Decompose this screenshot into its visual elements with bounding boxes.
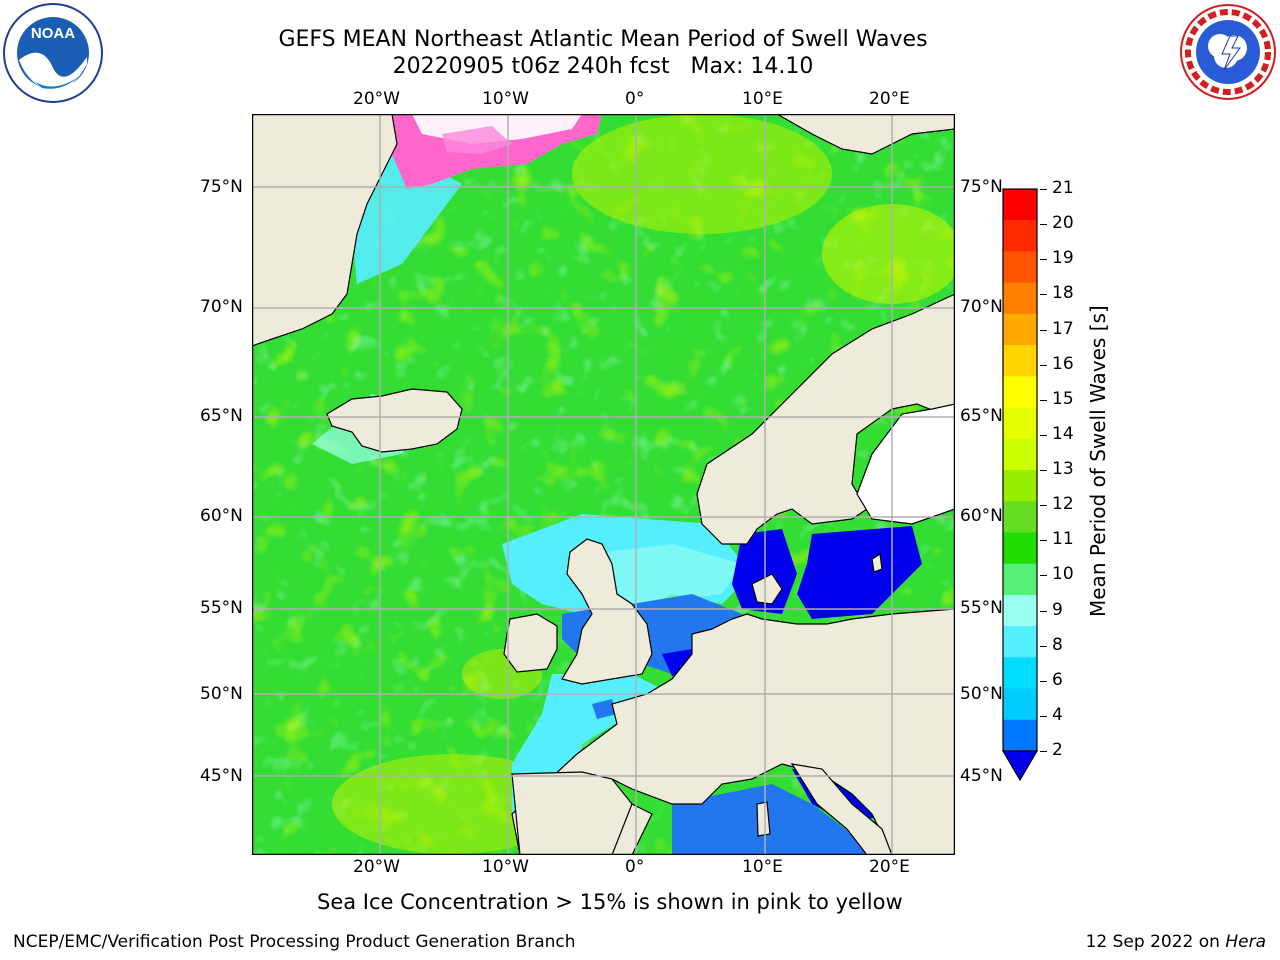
colorbar-tick-label: 14 — [1052, 423, 1074, 444]
lat-tick-right: 55°N — [960, 598, 1003, 618]
colorbar-swatch — [1003, 594, 1037, 627]
lon-tick-bottom: 10°E — [742, 857, 783, 877]
lat-tick-left: 45°N — [200, 766, 243, 786]
colorbar-tick-mark — [1040, 189, 1047, 190]
lon-tick-top: 0° — [625, 89, 645, 109]
colorbar-swatch — [1003, 532, 1037, 565]
lat-tick-right: 65°N — [960, 406, 1003, 426]
lat-tick-right: 75°N — [960, 177, 1003, 197]
colorbar-swatch — [1003, 470, 1037, 502]
colorbar-swatch — [1003, 407, 1037, 440]
colorbar — [1001, 188, 1039, 782]
colorbar-tick-label: 4 — [1052, 704, 1063, 725]
colorbar-tick-mark — [1040, 364, 1047, 366]
colorbar-tick-mark — [1040, 329, 1047, 331]
colorbar-tick-label: 19 — [1052, 248, 1074, 269]
lon-tick-top: 20°E — [869, 89, 910, 109]
colorbar-tick-label: 8 — [1052, 634, 1063, 655]
lat-tick-left: 75°N — [200, 177, 243, 197]
colorbar-swatch — [1003, 438, 1037, 471]
footer-date-text: 12 Sep 2022 on — [1085, 932, 1226, 952]
colorbar-swatch — [1003, 189, 1037, 221]
colorbar-swatch — [1003, 688, 1037, 721]
colorbar-tick-mark — [1040, 575, 1047, 577]
colorbar-tick-mark — [1040, 470, 1047, 471]
colorbar-tick-mark — [1040, 680, 1047, 682]
lat-tick-left: 50°N — [200, 684, 243, 704]
colorbar-tick-mark — [1040, 505, 1047, 507]
colorbar-tick-label: 11 — [1052, 529, 1074, 550]
lon-tick-top: 20°W — [353, 89, 400, 109]
colorbar-swatch — [1003, 657, 1037, 690]
colorbar-tick-label: 13 — [1052, 459, 1074, 479]
colorbar-tick-label: 21 — [1052, 178, 1074, 198]
colorbar-tick-label: 12 — [1052, 494, 1074, 515]
lat-tick-left: 55°N — [200, 598, 243, 618]
colorbar-swatch — [1003, 376, 1037, 409]
map-title: GEFS MEAN Northeast Atlantic Mean Period… — [278, 27, 928, 52]
colorbar-swatch — [1003, 626, 1037, 658]
lon-tick-bottom: 10°W — [482, 857, 529, 877]
lon-tick-bottom: 20°W — [353, 857, 400, 877]
colorbar-tick-label: 17 — [1052, 318, 1074, 339]
colorbar-tick-label: 15 — [1052, 388, 1074, 409]
colorbar-tick-label: 10 — [1052, 564, 1074, 585]
colorbar-tick-label: 20 — [1052, 213, 1074, 234]
colorbar-tick-mark — [1040, 434, 1047, 436]
colorbar-tick-label: 6 — [1052, 669, 1063, 690]
colorbar-tick-mark — [1040, 751, 1047, 752]
map-plot-area — [252, 114, 955, 855]
colorbar-tick-mark — [1040, 294, 1047, 296]
lat-tick-right: 60°N — [960, 506, 1003, 526]
colorbar-extend-arrow — [1001, 750, 1039, 782]
colorbar-tick-mark — [1040, 399, 1047, 401]
colorbar-tick-mark — [1040, 259, 1047, 261]
noaa-logo-text: NOAA — [31, 25, 75, 42]
lat-tick-left: 65°N — [200, 406, 243, 426]
colorbar-tick-mark — [1040, 610, 1047, 612]
colorbar-swatch — [1003, 563, 1037, 596]
colorbar-tick-label: 2 — [1052, 740, 1063, 760]
lat-tick-right: 70°N — [960, 297, 1003, 317]
colorbar-tick-mark — [1040, 540, 1047, 542]
footer-host: Hera — [1225, 932, 1266, 952]
colorbar-tick-label: 18 — [1052, 283, 1074, 304]
nws-logo — [1180, 4, 1276, 100]
colorbar-swatch — [1003, 719, 1037, 752]
map-subtitle: 20220905 t06z 240h fcst Max: 14.10 — [392, 54, 814, 79]
colorbar-tick-mark — [1040, 224, 1047, 226]
colorbar-swatch — [1003, 313, 1037, 346]
lat-tick-left: 60°N — [200, 506, 243, 526]
footer-branch: NCEP/EMC/Verification Post Processing Pr… — [13, 932, 576, 952]
colorbar-swatch — [1003, 501, 1037, 533]
footer-date: 12 Sep 2022 on Hera — [1086, 932, 1266, 952]
lon-tick-bottom: 0° — [625, 857, 645, 877]
colorbar-tick-mark — [1040, 645, 1047, 647]
lon-tick-bottom: 20°E — [869, 857, 910, 877]
colorbar-swatch — [1003, 345, 1037, 377]
colorbar-tick-mark — [1040, 715, 1047, 717]
lon-tick-top: 10°E — [742, 89, 783, 109]
lat-tick-left: 70°N — [200, 297, 243, 317]
colorbar-swatch — [1003, 220, 1037, 252]
noaa-logo: NOAA — [3, 3, 103, 103]
colorbar-tick-label: 16 — [1052, 353, 1074, 374]
colorbar-label: Mean Period of Swell Waves [s] — [1086, 305, 1110, 617]
lon-tick-top: 10°W — [482, 89, 529, 109]
colorbar-tick-label: 9 — [1052, 599, 1063, 620]
lat-tick-right: 50°N — [960, 684, 1003, 704]
sea-ice-caption: Sea Ice Concentration > 15% is shown in … — [317, 890, 903, 914]
colorbar-swatch — [1003, 282, 1037, 315]
colorbar-swatch — [1003, 251, 1037, 284]
lat-tick-right: 45°N — [960, 766, 1003, 786]
